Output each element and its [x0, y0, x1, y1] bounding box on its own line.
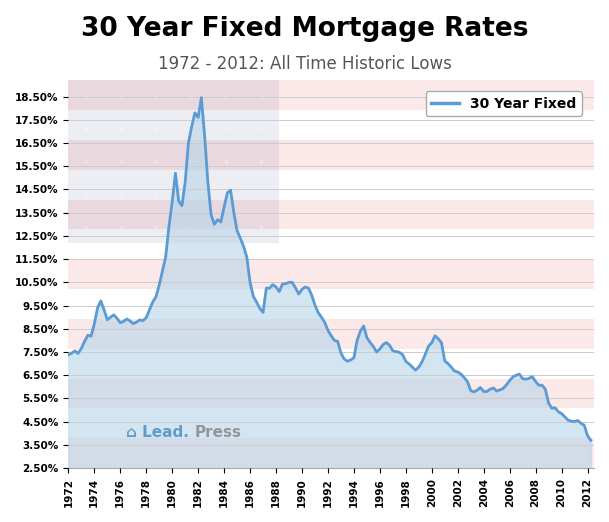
Bar	[68, 319, 594, 349]
Text: Press: Press	[194, 425, 242, 440]
Legend: 30 Year Fixed: 30 Year Fixed	[426, 91, 582, 116]
Bar	[68, 438, 594, 468]
Bar	[68, 80, 594, 110]
Text: ⌂ Lead.: ⌂ Lead.	[126, 425, 189, 440]
Bar	[68, 259, 594, 289]
Bar	[68, 140, 594, 170]
Text: 30 Year Fixed Mortgage Rates: 30 Year Fixed Mortgage Rates	[81, 16, 528, 42]
Text: 1972 - 2012: All Time Historic Lows: 1972 - 2012: All Time Historic Lows	[158, 55, 451, 73]
Bar	[68, 199, 594, 230]
Bar	[68, 378, 594, 409]
Bar	[68, 80, 278, 243]
